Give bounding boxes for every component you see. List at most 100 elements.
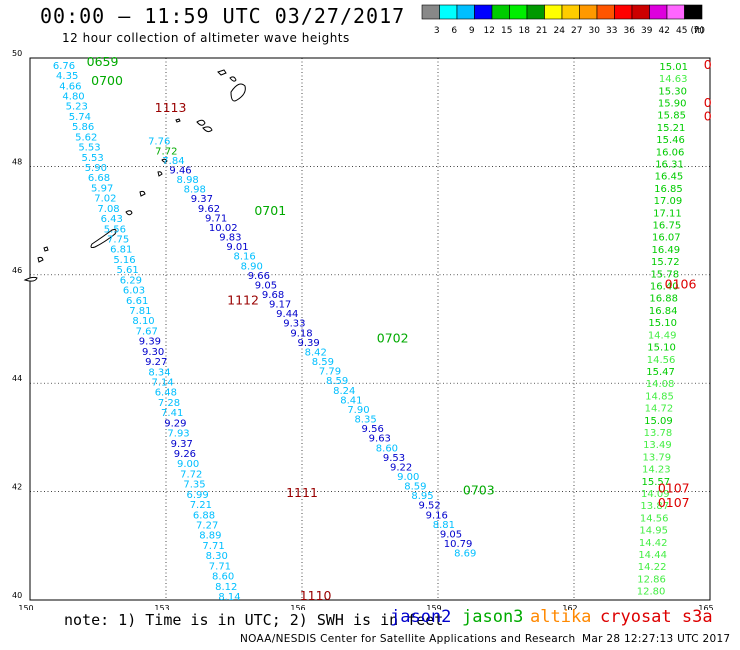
swh-value: 4.66 <box>59 81 81 92</box>
legend-label: 39 <box>641 26 653 36</box>
swh-value: 9.83 <box>219 233 241 244</box>
swh-value: 5.74 <box>69 112 91 123</box>
time-label: 0703 <box>463 482 495 497</box>
swh-value: 7.93 <box>167 429 189 440</box>
time-label: 0 <box>704 57 712 72</box>
swh-value: 5.97 <box>91 183 113 194</box>
swh-value: 9.39 <box>298 338 320 349</box>
swh-value: 8.41 <box>340 395 362 406</box>
legend-label: 15 <box>501 26 512 36</box>
swh-value: 7.02 <box>94 194 116 205</box>
swh-value: 15.21 <box>657 123 686 134</box>
swh-value: 8.59 <box>312 357 334 368</box>
swh-value: 16.40 <box>650 282 679 293</box>
swh-value: 15.46 <box>656 135 685 146</box>
time-label: 0 <box>704 95 712 110</box>
time-label: 1111 <box>286 485 318 500</box>
swh-value: 7.76 <box>148 137 170 148</box>
swh-value: 6.48 <box>155 388 177 399</box>
swh-value: 15.57 <box>641 477 670 488</box>
swh-value: 10.02 <box>209 223 238 234</box>
swh-value: 12.86 <box>637 574 666 585</box>
swh-value: 8.60 <box>212 572 234 583</box>
swh-value: 7.14 <box>152 377 174 388</box>
swh-value: 7.08 <box>97 204 119 215</box>
swh-value: 8.59 <box>404 482 426 493</box>
swh-value: 9.46 <box>169 165 191 176</box>
satellite-altika: altika <box>530 607 592 627</box>
swh-value: 15.85 <box>657 111 686 122</box>
swh-value: 8.59 <box>326 376 348 387</box>
swh-value: 7.21 <box>190 500 212 511</box>
lon-tick-label: 162 <box>562 604 577 610</box>
swh-value: 15.10 <box>648 318 677 329</box>
swh-value: 15.10 <box>647 343 676 354</box>
swh-value: 14.95 <box>639 526 668 537</box>
swh-value: 15.90 <box>658 99 687 110</box>
swh-value: 14.49 <box>648 330 677 341</box>
swh-value: 5.62 <box>75 132 97 143</box>
swh-value: 9.52 <box>418 501 440 512</box>
swh-value: 9.66 <box>248 271 270 282</box>
swh-value: 7.71 <box>202 541 224 552</box>
swh-value: 9.71 <box>205 213 227 224</box>
island-outline <box>90 229 117 249</box>
swh-value: 16.85 <box>654 184 683 195</box>
swh-value: 9.00 <box>177 459 199 470</box>
swh-value: 14.09 <box>641 489 670 500</box>
island-outline <box>202 126 213 133</box>
island-outline <box>43 246 49 252</box>
swh-value: 16.49 <box>652 245 681 256</box>
swh-value: 5.23 <box>66 102 88 113</box>
wave-height-map: 150 153 156 159 162 1654042444648506.764.354.… <box>12 49 714 610</box>
legend-label: 42 <box>659 26 670 36</box>
swh-value: 9.22 <box>390 462 412 473</box>
swh-value: 6.61 <box>126 296 148 307</box>
time-label: 0701 <box>254 203 286 218</box>
legend-label: 70 <box>694 26 706 36</box>
swh-value: 9.37 <box>171 439 193 450</box>
swh-value: 6.81 <box>110 245 132 256</box>
swh-value: 13.87 <box>640 501 669 512</box>
lat-tick-label: 44 <box>12 374 22 383</box>
swh-value: 9.29 <box>164 418 186 429</box>
island-outline <box>217 69 227 76</box>
swh-value: 16.07 <box>652 233 681 244</box>
credit-line: NOAA/NESDIS Center for Satellite Applica… <box>240 633 576 645</box>
swh-value: 14.44 <box>638 550 667 561</box>
swh-value: 14.23 <box>642 465 671 476</box>
swh-value: 9.63 <box>369 434 391 445</box>
swh-value: 7.79 <box>319 367 341 378</box>
swh-value: 9.27 <box>145 357 167 368</box>
lon-tick-label: 165 <box>698 604 713 610</box>
swh-value: 16.88 <box>649 294 678 305</box>
lat-tick-label: 42 <box>12 483 22 492</box>
swh-value: 7.90 <box>347 405 369 416</box>
swh-value: 5.56 <box>104 224 126 235</box>
lat-tick-label: 40 <box>12 591 22 600</box>
swh-value: 14.08 <box>646 379 675 390</box>
time-label: 0107 <box>658 481 690 496</box>
swh-value: 8.42 <box>305 347 327 358</box>
swh-value: 8.35 <box>354 415 376 426</box>
swh-value: 9.39 <box>139 337 161 348</box>
time-label: 1112 <box>227 293 259 308</box>
swh-value: 4.80 <box>62 91 84 102</box>
legend-label: 24 <box>554 26 566 36</box>
footnote: note: 1) Time is in UTC; 2) SWH is in fe… <box>64 611 444 629</box>
legend-label: 3 <box>434 26 440 36</box>
swh-value: 7.35 <box>183 480 205 491</box>
swh-value: 8.14 <box>218 592 240 603</box>
swh-value: 5.61 <box>117 265 139 276</box>
island-outline <box>230 83 246 102</box>
lon-tick-label: 153 <box>154 604 169 610</box>
swh-value: 15.78 <box>650 269 679 280</box>
swh-value: 12.80 <box>637 587 666 598</box>
swh-value: 14.56 <box>647 355 676 366</box>
swh-value: 16.06 <box>656 147 685 158</box>
swh-value: 14.42 <box>639 538 668 549</box>
swh-value: 9.62 <box>198 204 220 215</box>
island-outline <box>157 171 163 177</box>
swh-value: 16.31 <box>655 160 684 171</box>
swh-value: 16.45 <box>655 172 684 183</box>
